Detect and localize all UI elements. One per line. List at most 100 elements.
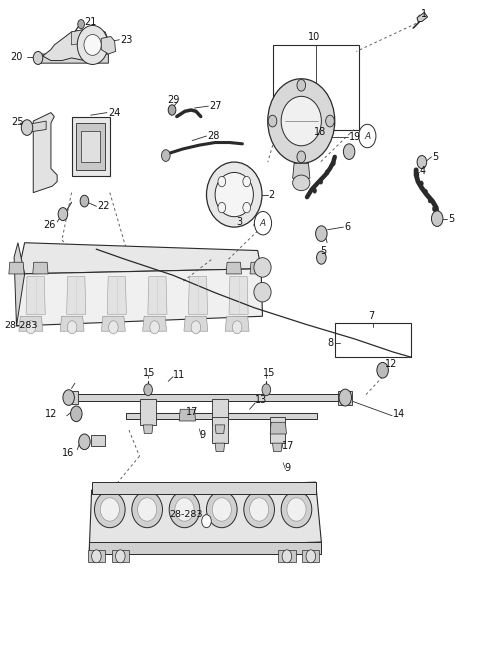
Ellipse shape: [268, 79, 335, 164]
Ellipse shape: [100, 497, 120, 521]
Polygon shape: [76, 123, 105, 170]
Polygon shape: [19, 316, 43, 331]
Polygon shape: [215, 443, 225, 452]
Polygon shape: [33, 262, 48, 274]
Circle shape: [150, 321, 159, 334]
Text: 18: 18: [314, 127, 326, 137]
Polygon shape: [212, 399, 228, 425]
Text: 15: 15: [144, 368, 156, 378]
Text: 5: 5: [321, 246, 327, 256]
Circle shape: [108, 321, 118, 334]
Polygon shape: [72, 391, 78, 404]
Text: 11: 11: [173, 370, 185, 381]
Ellipse shape: [132, 491, 162, 527]
Text: 27: 27: [209, 101, 222, 111]
Text: 29: 29: [167, 95, 180, 104]
Ellipse shape: [254, 282, 271, 302]
Text: 28: 28: [207, 131, 220, 141]
Polygon shape: [89, 542, 322, 554]
Ellipse shape: [215, 173, 253, 216]
Polygon shape: [212, 417, 228, 443]
Circle shape: [417, 156, 427, 169]
Polygon shape: [101, 37, 116, 54]
Text: 7: 7: [368, 311, 374, 321]
Text: 5: 5: [448, 214, 454, 224]
Text: 3: 3: [236, 217, 242, 227]
Circle shape: [21, 120, 33, 136]
Circle shape: [424, 189, 428, 194]
Text: 10: 10: [309, 32, 321, 42]
Circle shape: [262, 384, 271, 396]
Text: 22: 22: [97, 201, 110, 211]
Polygon shape: [189, 276, 207, 314]
Polygon shape: [141, 399, 156, 425]
Text: 6: 6: [344, 222, 350, 232]
Polygon shape: [88, 550, 105, 561]
Circle shape: [79, 434, 90, 450]
Text: A: A: [260, 218, 266, 228]
Ellipse shape: [293, 175, 310, 190]
Circle shape: [268, 115, 277, 127]
Circle shape: [282, 550, 292, 563]
Polygon shape: [293, 164, 310, 178]
Ellipse shape: [175, 497, 194, 521]
Ellipse shape: [244, 491, 275, 527]
Circle shape: [26, 321, 36, 334]
Circle shape: [116, 550, 125, 563]
Polygon shape: [126, 413, 317, 419]
Circle shape: [168, 105, 176, 115]
Text: 28-283: 28-283: [4, 321, 38, 331]
Ellipse shape: [84, 35, 101, 55]
Polygon shape: [184, 316, 208, 331]
Polygon shape: [72, 117, 110, 176]
Circle shape: [331, 161, 335, 166]
Text: 28-283: 28-283: [169, 510, 203, 519]
Ellipse shape: [169, 491, 200, 527]
Polygon shape: [148, 276, 167, 314]
Text: 14: 14: [393, 409, 406, 419]
Text: 17: 17: [282, 441, 295, 451]
Circle shape: [428, 198, 432, 203]
Polygon shape: [67, 276, 86, 314]
Ellipse shape: [287, 497, 306, 521]
Ellipse shape: [281, 491, 312, 527]
Text: 20: 20: [10, 52, 23, 62]
Ellipse shape: [206, 491, 237, 527]
Ellipse shape: [95, 491, 125, 527]
Polygon shape: [72, 28, 94, 45]
Text: 17: 17: [186, 407, 199, 417]
Text: 21: 21: [84, 16, 96, 27]
Text: 13: 13: [255, 395, 267, 405]
Polygon shape: [89, 482, 322, 550]
Circle shape: [33, 52, 43, 65]
Polygon shape: [38, 54, 108, 63]
Circle shape: [67, 321, 77, 334]
Polygon shape: [278, 550, 296, 561]
Circle shape: [343, 144, 355, 160]
Text: 24: 24: [108, 108, 120, 117]
Polygon shape: [18, 243, 261, 274]
Ellipse shape: [250, 497, 269, 521]
Polygon shape: [250, 262, 265, 274]
Circle shape: [161, 150, 170, 162]
Polygon shape: [14, 243, 24, 326]
Polygon shape: [60, 316, 84, 331]
Circle shape: [144, 384, 153, 396]
Circle shape: [92, 550, 101, 563]
Circle shape: [313, 188, 317, 193]
Text: 16: 16: [62, 448, 74, 458]
Polygon shape: [144, 425, 153, 434]
Circle shape: [316, 226, 327, 241]
Polygon shape: [179, 409, 195, 421]
Polygon shape: [81, 131, 100, 162]
Polygon shape: [143, 316, 167, 331]
Polygon shape: [101, 316, 125, 331]
Circle shape: [297, 80, 306, 91]
Circle shape: [297, 151, 306, 163]
Text: 4: 4: [420, 166, 426, 176]
Text: 5: 5: [432, 152, 439, 162]
Polygon shape: [76, 394, 344, 402]
Polygon shape: [112, 550, 129, 561]
Circle shape: [191, 321, 201, 334]
Text: 9: 9: [284, 463, 290, 473]
